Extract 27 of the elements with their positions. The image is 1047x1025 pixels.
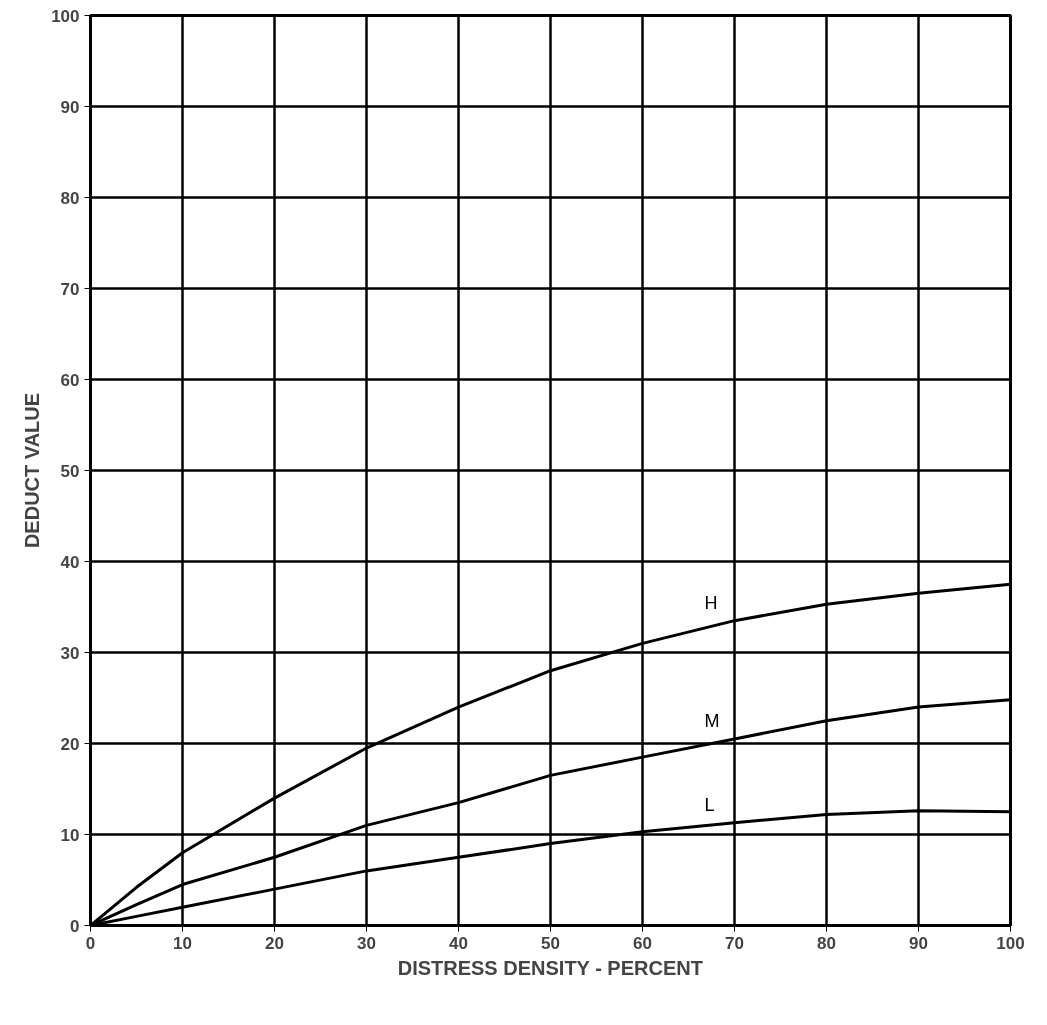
y-tick-label: 70 bbox=[60, 279, 80, 299]
x-tick-label: 20 bbox=[265, 933, 284, 953]
y-axis-title: DEDUCT VALUE bbox=[21, 392, 44, 549]
x-tick-label: 70 bbox=[725, 933, 744, 953]
x-tick-label: 50 bbox=[541, 933, 560, 953]
x-tick-label: 0 bbox=[85, 933, 96, 953]
y-tick-label: 90 bbox=[60, 97, 80, 117]
x-tick-label: 90 bbox=[909, 933, 928, 953]
x-tick-label: 80 bbox=[817, 933, 836, 953]
x-tick-label: 30 bbox=[357, 933, 376, 953]
x-tick-label: 40 bbox=[449, 933, 468, 953]
y-tick-label: 50 bbox=[60, 461, 80, 481]
y-tick-label: 80 bbox=[60, 188, 80, 208]
y-tick-label: 40 bbox=[60, 552, 80, 572]
y-tick-label: 0 bbox=[70, 916, 80, 936]
x-tick-label: 60 bbox=[633, 933, 652, 953]
y-tick-label: 100 bbox=[51, 6, 80, 26]
x-tick-label: 10 bbox=[173, 933, 192, 953]
y-tick-label: 10 bbox=[60, 825, 80, 845]
y-tick-label: 20 bbox=[60, 734, 80, 754]
x-tick-label: 100 bbox=[996, 933, 1025, 953]
y-tick-label: 60 bbox=[60, 370, 80, 390]
series-label: H bbox=[704, 592, 718, 613]
y-tick-label: 30 bbox=[60, 643, 80, 663]
series-label: M bbox=[704, 710, 720, 731]
x-axis-title: DISTRESS DENSITY - PERCENT bbox=[397, 956, 703, 979]
series-label: L bbox=[704, 794, 715, 815]
